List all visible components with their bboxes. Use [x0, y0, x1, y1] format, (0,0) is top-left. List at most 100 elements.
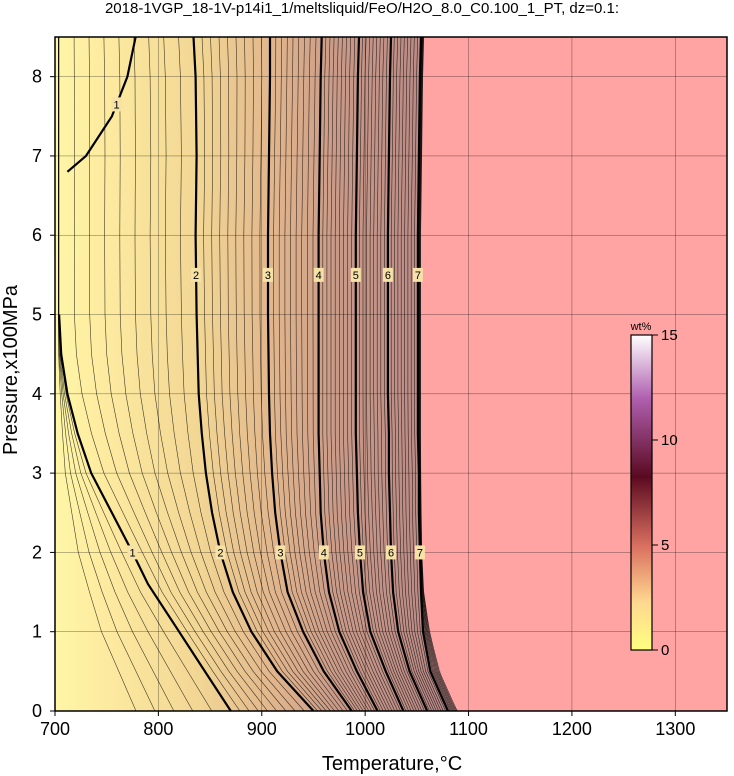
- minor-contour-line: [118, 37, 268, 711]
- contour-labels: 1 1 2 2 3 3 4 4 5 5 6 6 7 7: [111, 97, 425, 560]
- plot-area: 1 1 2 2 3 3 4 4 5 5 6 6 7 7: [55, 37, 727, 711]
- contour-line-7: [416, 37, 449, 711]
- minor-contour-line: [384, 37, 425, 711]
- plot-frame: [54, 36, 728, 712]
- minor-contour-line: [366, 37, 412, 711]
- minor-contour-line: [351, 37, 401, 711]
- minor-contour-line: [410, 37, 444, 711]
- minor-contour-line: [210, 37, 323, 711]
- contour-label-bg: [412, 267, 423, 282]
- minor-contour-line: [178, 37, 305, 711]
- contour-line-5: [354, 37, 405, 711]
- contour-label-bg: [275, 545, 286, 560]
- contour-label: 2: [193, 270, 199, 282]
- contour-label: 7: [415, 270, 421, 282]
- contour-label: 7: [417, 547, 423, 559]
- contour-line-6: [386, 37, 429, 711]
- minor-contour-line: [400, 37, 437, 711]
- contour-label-bg: [382, 267, 393, 282]
- minor-contour-line: [339, 37, 393, 711]
- grid: [55, 37, 727, 711]
- minor-contour-line: [273, 37, 355, 711]
- y-axis-label: Pressure,x100MPa: [0, 284, 22, 455]
- colorbar-tick-label: 15: [661, 327, 678, 344]
- minor-contour-line: [390, 37, 430, 711]
- y-tick-label: 4: [32, 384, 42, 404]
- x-tick-label: 900: [247, 719, 277, 739]
- minor-contour-line: [73, 37, 241, 711]
- minor-contour-line: [259, 37, 348, 711]
- minor-contour-line: [103, 37, 259, 711]
- contour-label-bg: [313, 267, 324, 282]
- minor-contour-line: [404, 37, 439, 711]
- minor-contour-line: [201, 37, 318, 711]
- minor-contour-line: [148, 37, 287, 711]
- contour-line-2: [192, 37, 315, 711]
- contour-label: 6: [388, 547, 394, 559]
- minor-contour-line: [330, 37, 387, 711]
- chart-title: 2018-1VGP_18-1V-p14i1_1/meltsliquid/FeO/…: [105, 0, 619, 17]
- colorbar-gradient: [630, 334, 653, 651]
- minor-contour-line: [334, 37, 390, 711]
- contour-label-bg: [127, 545, 138, 560]
- contour-label: 5: [353, 270, 359, 282]
- contour-label-bg: [215, 545, 226, 560]
- minor-contour-line: [359, 37, 407, 711]
- y-axis: 0 1 2 3 4 5 6 7 8: [32, 67, 55, 721]
- minor-contour-line: [235, 37, 335, 711]
- minor-contour-line: [373, 37, 417, 711]
- minor-contour-line: [218, 37, 327, 711]
- contour-label: 6: [385, 270, 391, 282]
- contour-label-bg: [386, 545, 396, 560]
- major-contours: [58, 37, 449, 711]
- contour-label-bg: [354, 545, 365, 560]
- contour-label-bg: [262, 267, 273, 282]
- minor-contour-line: [278, 37, 358, 711]
- minor-contour-line: [362, 37, 409, 711]
- contour-label: 4: [316, 270, 322, 282]
- contour-label: 1: [113, 99, 119, 111]
- minor-contour-line: [284, 37, 361, 711]
- minor-contour-line: [369, 37, 415, 711]
- x-axis-label: Temperature,°C: [322, 753, 462, 775]
- contour-label: 2: [217, 547, 223, 559]
- minor-contour-line: [301, 37, 370, 711]
- minor-contour-line: [347, 37, 398, 711]
- contour-label: 5: [357, 547, 363, 559]
- colorbar: wt% 0 5 10 15: [630, 321, 678, 659]
- melt-region: [55, 37, 459, 711]
- minor-contour-line: [380, 37, 423, 711]
- minor-contour-line: [376, 37, 420, 711]
- contour-label-bg: [191, 267, 202, 282]
- contour-label: 1: [129, 547, 135, 559]
- minor-contour-line: [326, 37, 384, 711]
- y-tick-label: 6: [32, 225, 42, 245]
- y-tick-label: 7: [32, 146, 42, 166]
- minor-contour-line: [227, 37, 331, 711]
- minor-contour-line: [420, 37, 458, 711]
- minor-contour-line: [419, 37, 453, 711]
- contour-label-bg: [318, 545, 329, 560]
- colorbar-unit: wt%: [630, 321, 652, 333]
- x-tick-label: 1000: [345, 719, 385, 739]
- minor-contour-line: [290, 37, 364, 711]
- contour-label: 3: [265, 270, 271, 282]
- x-tick-label: 1300: [655, 719, 695, 739]
- contour-line-3: [266, 37, 353, 711]
- minor-contour-line: [343, 37, 396, 711]
- y-tick-label: 8: [32, 67, 42, 87]
- minor-contour-line: [407, 37, 442, 711]
- minor-contour-line: [312, 37, 375, 711]
- x-tick-label: 800: [143, 719, 173, 739]
- x-tick-label: 700: [40, 719, 70, 739]
- x-tick-label: 1200: [552, 719, 592, 739]
- x-tick-label: 1100: [449, 719, 488, 739]
- minor-contour-line: [133, 37, 277, 711]
- y-tick-label: 0: [32, 701, 42, 721]
- minor-contour-line: [414, 37, 446, 711]
- minor-contour-line: [243, 37, 340, 711]
- minor-contour-line: [397, 37, 435, 711]
- y-tick-label: 3: [32, 463, 42, 483]
- contour-label: 3: [277, 547, 283, 559]
